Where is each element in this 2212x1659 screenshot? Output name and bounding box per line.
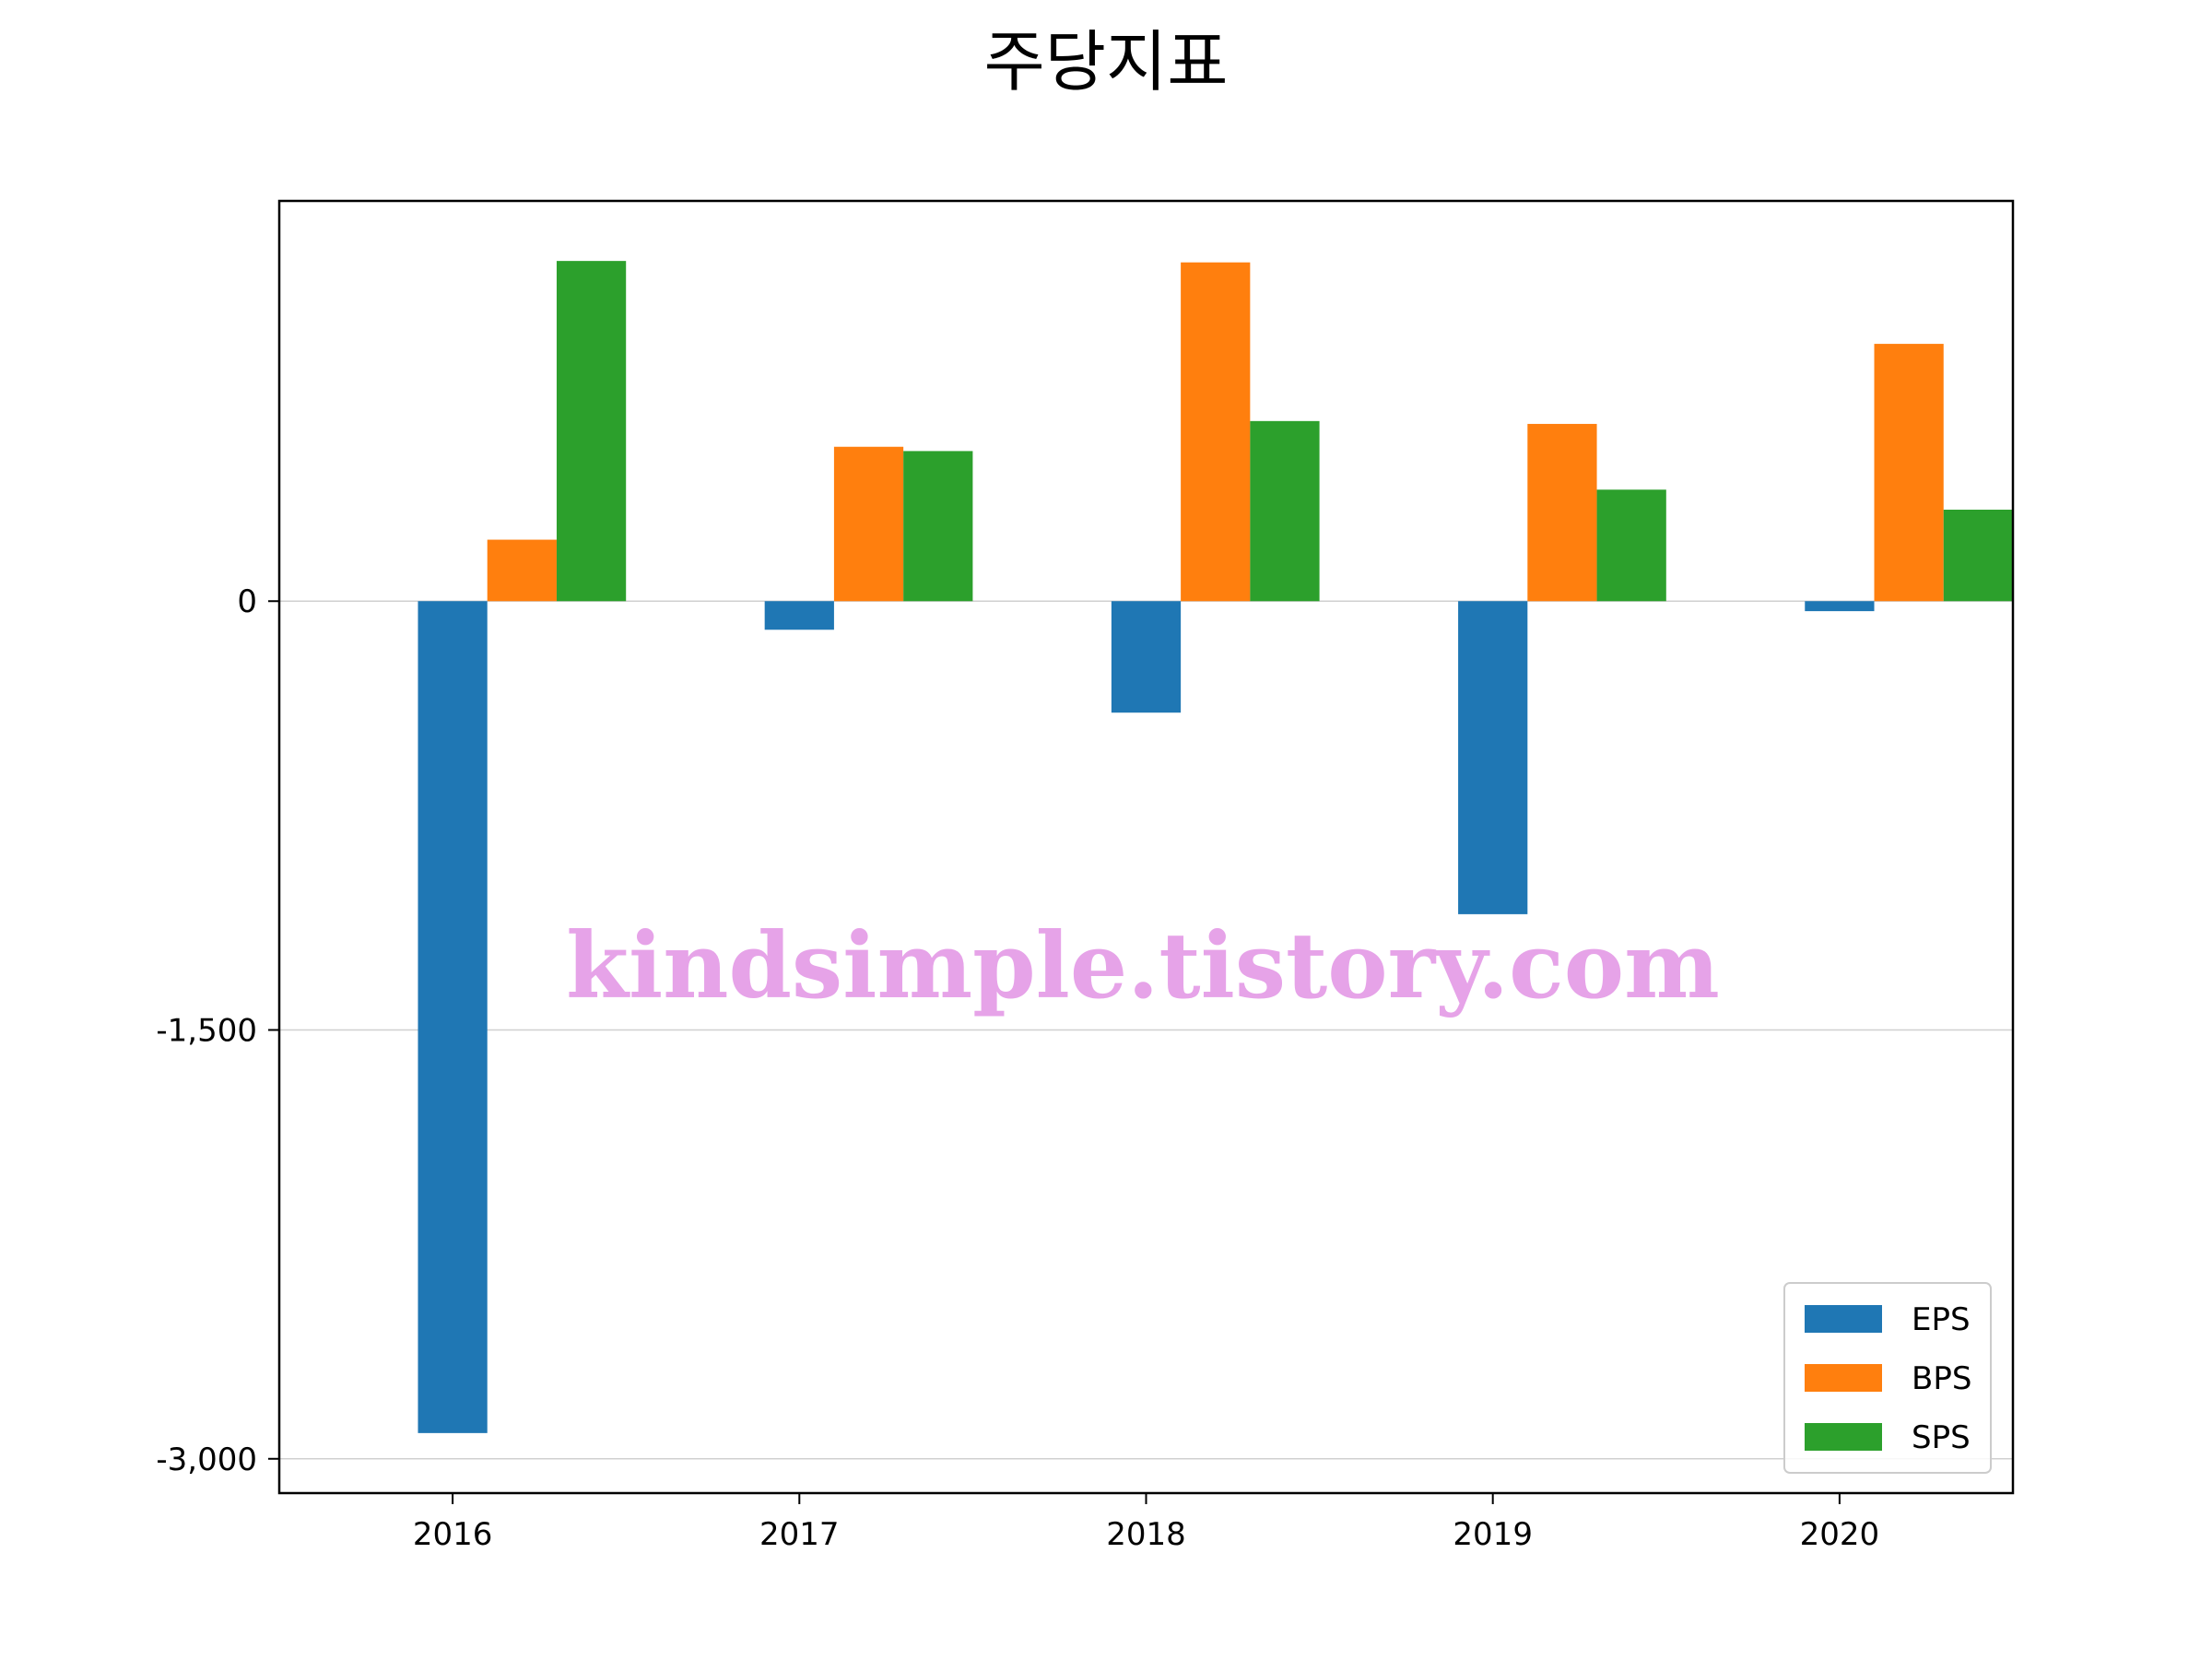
bar-sps-2018 — [1250, 420, 1320, 602]
bar-sps-2019 — [1596, 489, 1666, 602]
bar-bps-2016 — [487, 539, 557, 602]
bar-sps-2016 — [556, 261, 627, 602]
bar-sps-2017 — [903, 451, 973, 602]
plot-frame — [277, 199, 2015, 1495]
bar-eps-2019 — [1458, 601, 1528, 914]
bar-bps-2019 — [1527, 423, 1597, 602]
legend-label-bps: BPS — [1912, 1360, 1971, 1397]
y-axis: 0 -1,500 -3,000 — [156, 583, 279, 1478]
legend-label-sps: SPS — [1912, 1419, 1971, 1456]
bar-sps-2020 — [1943, 509, 2013, 602]
legend: EPS BPS SPS — [1783, 1282, 1992, 1474]
bar-eps-2018 — [1111, 601, 1182, 713]
legend-swatch-sps — [1805, 1423, 1882, 1451]
bar-eps-2017 — [764, 601, 834, 630]
chart-title: 주당지표 — [984, 23, 1229, 100]
bar-eps-2020 — [1805, 601, 1875, 612]
bar-eps-2016 — [418, 601, 488, 1433]
y-tick-label: -1,500 — [156, 1013, 257, 1050]
grid-lines — [279, 600, 2013, 1460]
bars — [418, 261, 2013, 1433]
y-tick-label: -3,000 — [156, 1441, 257, 1478]
x-axis: 2016 2017 2018 2019 2020 — [413, 1493, 1879, 1553]
x-tick-label: 2018 — [1106, 1516, 1186, 1553]
watermark: kindsimple.tistory.com — [566, 913, 1720, 1019]
legend-swatch-eps — [1805, 1305, 1882, 1333]
y-tick-label: 0 — [237, 583, 257, 620]
legend-label-eps: EPS — [1912, 1301, 1971, 1338]
x-tick-label: 2019 — [1453, 1516, 1533, 1553]
legend-swatch-bps — [1805, 1364, 1882, 1392]
x-tick-label: 2016 — [413, 1516, 493, 1553]
x-tick-label: 2020 — [1800, 1516, 1880, 1553]
bar-bps-2018 — [1181, 262, 1251, 602]
x-tick-label: 2017 — [759, 1516, 840, 1553]
bar-bps-2017 — [833, 446, 904, 602]
bar-bps-2020 — [1874, 344, 1944, 602]
